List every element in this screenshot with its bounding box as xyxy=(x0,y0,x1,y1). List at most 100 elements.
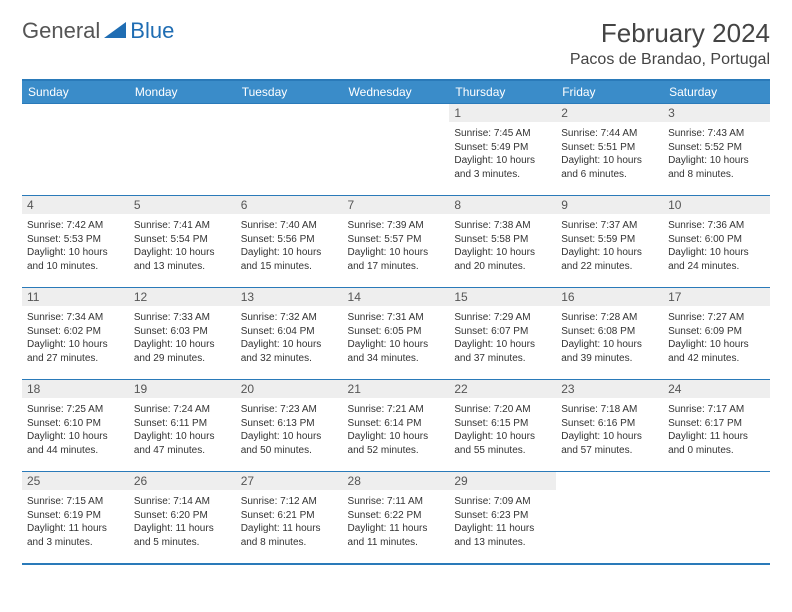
day-details: Sunrise: 7:39 AMSunset: 5:57 PMDaylight:… xyxy=(348,219,445,273)
day-details: Sunrise: 7:14 AMSunset: 6:20 PMDaylight:… xyxy=(134,495,231,549)
calendar-week-row: 25 Sunrise: 7:15 AMSunset: 6:19 PMDayligh… xyxy=(22,472,770,564)
day-details: Sunrise: 7:11 AMSunset: 6:22 PMDaylight:… xyxy=(348,495,445,549)
day-details: Sunrise: 7:23 AMSunset: 6:13 PMDaylight:… xyxy=(241,403,338,457)
calendar-day-cell: 11 Sunrise: 7:34 AMSunset: 6:02 PMDayligh… xyxy=(22,288,129,380)
weekday-header: Sunday xyxy=(22,80,129,104)
day-number: 13 xyxy=(236,288,343,306)
calendar-day-cell: 23 Sunrise: 7:18 AMSunset: 6:16 PMDayligh… xyxy=(556,380,663,472)
day-details: Sunrise: 7:28 AMSunset: 6:08 PMDaylight:… xyxy=(561,311,658,365)
day-number: 16 xyxy=(556,288,663,306)
day-details: Sunrise: 7:29 AMSunset: 6:07 PMDaylight:… xyxy=(454,311,551,365)
day-details: Sunrise: 7:25 AMSunset: 6:10 PMDaylight:… xyxy=(27,403,124,457)
calendar-day-cell: 15 Sunrise: 7:29 AMSunset: 6:07 PMDayligh… xyxy=(449,288,556,380)
calendar-week-row: 1 Sunrise: 7:45 AMSunset: 5:49 PMDaylight… xyxy=(22,104,770,196)
brand-text-1: General xyxy=(22,18,100,44)
day-number: 11 xyxy=(22,288,129,306)
day-number: 10 xyxy=(663,196,770,214)
day-number: 6 xyxy=(236,196,343,214)
calendar-day-cell: 18 Sunrise: 7:25 AMSunset: 6:10 PMDayligh… xyxy=(22,380,129,472)
day-number: 24 xyxy=(663,380,770,398)
day-number: 19 xyxy=(129,380,236,398)
day-number: 26 xyxy=(129,472,236,490)
day-details: Sunrise: 7:44 AMSunset: 5:51 PMDaylight:… xyxy=(561,127,658,181)
calendar-day-cell xyxy=(236,104,343,196)
logo-triangle-icon xyxy=(104,18,126,44)
calendar-day-cell: 21 Sunrise: 7:21 AMSunset: 6:14 PMDayligh… xyxy=(343,380,450,472)
calendar-day-cell: 9Sunrise: 7:37 AMSunset: 5:59 PMDaylight… xyxy=(556,196,663,288)
location-label: Pacos de Brandao, Portugal xyxy=(570,51,770,69)
day-details: Sunrise: 7:20 AMSunset: 6:15 PMDaylight:… xyxy=(454,403,551,457)
day-number: 15 xyxy=(449,288,556,306)
day-details: Sunrise: 7:09 AMSunset: 6:23 PMDaylight:… xyxy=(454,495,551,549)
calendar-day-cell: 7 Sunrise: 7:39 AMSunset: 5:57 PMDaylight… xyxy=(343,196,450,288)
day-details: Sunrise: 7:18 AMSunset: 6:16 PMDaylight:… xyxy=(561,403,658,457)
calendar-day-cell: 25 Sunrise: 7:15 AMSunset: 6:19 PMDayligh… xyxy=(22,472,129,564)
title-block: February 2024 Pacos de Brandao, Portugal xyxy=(570,18,770,69)
calendar-day-cell xyxy=(129,104,236,196)
day-details: Sunrise: 7:15 AMSunset: 6:19 PMDaylight:… xyxy=(27,495,124,549)
day-details: Sunrise: 7:42 AMSunset: 5:53 PMDaylight:… xyxy=(27,219,124,273)
calendar-week-row: 4 Sunrise: 7:42 AMSunset: 5:53 PMDaylight… xyxy=(22,196,770,288)
calendar-day-cell: 13 Sunrise: 7:32 AMSunset: 6:04 PMDayligh… xyxy=(236,288,343,380)
calendar-day-cell: 14Sunrise: 7:31 AMSunset: 6:05 PMDayligh… xyxy=(343,288,450,380)
calendar-day-cell: 16 Sunrise: 7:28 AMSunset: 6:08 PMDayligh… xyxy=(556,288,663,380)
calendar-day-cell: 3 Sunrise: 7:43 AMSunset: 5:52 PMDaylight… xyxy=(663,104,770,196)
calendar-day-cell: 2 Sunrise: 7:44 AMSunset: 5:51 PMDaylight… xyxy=(556,104,663,196)
calendar-day-cell: 6 Sunrise: 7:40 AMSunset: 5:56 PMDaylight… xyxy=(236,196,343,288)
calendar-day-cell xyxy=(22,104,129,196)
day-number: 20 xyxy=(236,380,343,398)
brand-logo: General Blue xyxy=(22,18,174,44)
weekday-header: Tuesday xyxy=(236,80,343,104)
day-number: 1 xyxy=(449,104,556,122)
calendar-week-row: 18 Sunrise: 7:25 AMSunset: 6:10 PMDayligh… xyxy=(22,380,770,472)
calendar-day-cell: 12Sunrise: 7:33 AMSunset: 6:03 PMDayligh… xyxy=(129,288,236,380)
day-number: 28 xyxy=(343,472,450,490)
day-number: 29 xyxy=(449,472,556,490)
calendar-day-cell: 22 Sunrise: 7:20 AMSunset: 6:15 PMDayligh… xyxy=(449,380,556,472)
day-details: Sunrise: 7:36 AMSunset: 6:00 PMDaylight:… xyxy=(668,219,765,273)
day-details: Sunrise: 7:21 AMSunset: 6:14 PMDaylight:… xyxy=(348,403,445,457)
weekday-header: Thursday xyxy=(449,80,556,104)
day-number: 21 xyxy=(343,380,450,398)
day-details: Sunrise: 7:24 AMSunset: 6:11 PMDaylight:… xyxy=(134,403,231,457)
day-number: 22 xyxy=(449,380,556,398)
day-number: 5 xyxy=(129,196,236,214)
calendar-day-cell: 24Sunrise: 7:17 AMSunset: 6:17 PMDayligh… xyxy=(663,380,770,472)
day-details: Sunrise: 7:31 AMSunset: 6:05 PMDaylight:… xyxy=(348,311,445,365)
calendar-day-cell xyxy=(343,104,450,196)
calendar-day-cell: 17Sunrise: 7:27 AMSunset: 6:09 PMDayligh… xyxy=(663,288,770,380)
day-details: Sunrise: 7:41 AMSunset: 5:54 PMDaylight:… xyxy=(134,219,231,273)
calendar-day-cell: 26 Sunrise: 7:14 AMSunset: 6:20 PMDayligh… xyxy=(129,472,236,564)
day-number: 23 xyxy=(556,380,663,398)
calendar-day-cell: 27Sunrise: 7:12 AMSunset: 6:21 PMDayligh… xyxy=(236,472,343,564)
day-number: 7 xyxy=(343,196,450,214)
day-number: 12 xyxy=(129,288,236,306)
day-details: Sunrise: 7:45 AMSunset: 5:49 PMDaylight:… xyxy=(454,127,551,181)
day-details: Sunrise: 7:12 AMSunset: 6:21 PMDaylight:… xyxy=(241,495,338,549)
calendar-day-cell: 8 Sunrise: 7:38 AMSunset: 5:58 PMDaylight… xyxy=(449,196,556,288)
calendar-day-cell: 10 Sunrise: 7:36 AMSunset: 6:00 PMDayligh… xyxy=(663,196,770,288)
day-details: Sunrise: 7:43 AMSunset: 5:52 PMDaylight:… xyxy=(668,127,765,181)
weekday-header: Saturday xyxy=(663,80,770,104)
weekday-header-row: Sunday Monday Tuesday Wednesday Thursday… xyxy=(22,80,770,104)
day-details: Sunrise: 7:38 AMSunset: 5:58 PMDaylight:… xyxy=(454,219,551,273)
calendar-day-cell: 5 Sunrise: 7:41 AMSunset: 5:54 PMDaylight… xyxy=(129,196,236,288)
day-details: Sunrise: 7:27 AMSunset: 6:09 PMDaylight:… xyxy=(668,311,765,365)
calendar-day-cell: 4 Sunrise: 7:42 AMSunset: 5:53 PMDaylight… xyxy=(22,196,129,288)
calendar-day-cell: 28 Sunrise: 7:11 AMSunset: 6:22 PMDayligh… xyxy=(343,472,450,564)
day-number: 9 xyxy=(556,196,663,214)
calendar-day-cell: 1 Sunrise: 7:45 AMSunset: 5:49 PMDaylight… xyxy=(449,104,556,196)
day-number: 18 xyxy=(22,380,129,398)
month-title: February 2024 xyxy=(570,18,770,49)
day-number: 25 xyxy=(22,472,129,490)
day-details: Sunrise: 7:40 AMSunset: 5:56 PMDaylight:… xyxy=(241,219,338,273)
day-number: 8 xyxy=(449,196,556,214)
day-details: Sunrise: 7:34 AMSunset: 6:02 PMDaylight:… xyxy=(27,311,124,365)
day-details: Sunrise: 7:32 AMSunset: 6:04 PMDaylight:… xyxy=(241,311,338,365)
brand-text-2: Blue xyxy=(130,18,174,44)
day-number: 3 xyxy=(663,104,770,122)
day-number: 4 xyxy=(22,196,129,214)
day-number: 2 xyxy=(556,104,663,122)
weekday-header: Wednesday xyxy=(343,80,450,104)
calendar-day-cell xyxy=(663,472,770,564)
